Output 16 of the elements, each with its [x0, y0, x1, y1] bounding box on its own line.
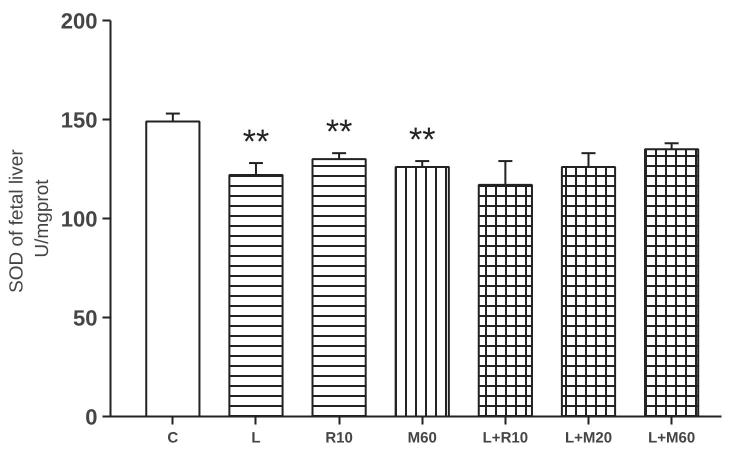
x-tick-label: L+M20	[564, 430, 612, 446]
x-tick-label: M60	[408, 430, 437, 446]
y-axis-title: SOD of fetal liver U/mgprot	[6, 148, 53, 293]
y-tick-label: 150	[60, 108, 98, 132]
annotation: **	[242, 123, 270, 162]
x-tick-label: C	[167, 430, 178, 446]
y-tick-label: 0	[85, 404, 98, 430]
x-tick-label: L	[251, 430, 261, 446]
annotation: **	[326, 113, 352, 152]
x-tick-label: L+R10	[482, 430, 528, 446]
y-tick-label: 200	[60, 8, 98, 34]
x-tick-label: R10	[325, 430, 353, 446]
y-tick-label: 100	[60, 206, 98, 232]
y-tick-label: 50	[73, 306, 98, 330]
x-tick-label: L+M60	[648, 430, 696, 446]
annotation: **	[409, 121, 436, 160]
